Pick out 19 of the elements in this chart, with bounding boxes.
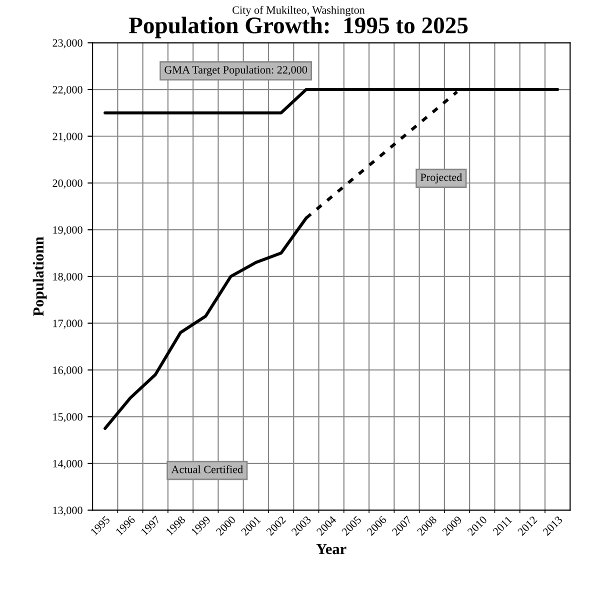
x-tick-label: 2011	[492, 516, 512, 536]
y-tick-label: 17,000	[53, 320, 82, 329]
y-tick-label: 19,000	[53, 226, 82, 236]
x-axis-title: Year	[316, 544, 346, 554]
y-tick-label: 21,000	[52, 132, 82, 142]
chart-subtitle: City of Mukilteo, Washington	[232, 6, 365, 16]
y-tick-label: 23,000	[52, 39, 82, 48]
chart-title: Population Growth: 1995 to 2025	[128, 16, 468, 38]
annotation: Projected	[420, 173, 462, 184]
y-tick-label: 22,000	[52, 86, 82, 96]
y-tick-label: 18,000	[53, 272, 82, 282]
annotation: GMA Target Population: 22,000	[164, 66, 308, 76]
annotation: Actual Certified	[171, 465, 243, 474]
y-tick-label: 16,000	[53, 366, 82, 376]
y-tick-label: 13,000	[53, 506, 82, 516]
y-tick-label: 20,000	[52, 179, 82, 189]
y-tick-label: 14,000	[53, 460, 82, 470]
y-tick-label: 15,000	[53, 413, 82, 422]
y-axis-title: Populationn	[32, 236, 47, 316]
